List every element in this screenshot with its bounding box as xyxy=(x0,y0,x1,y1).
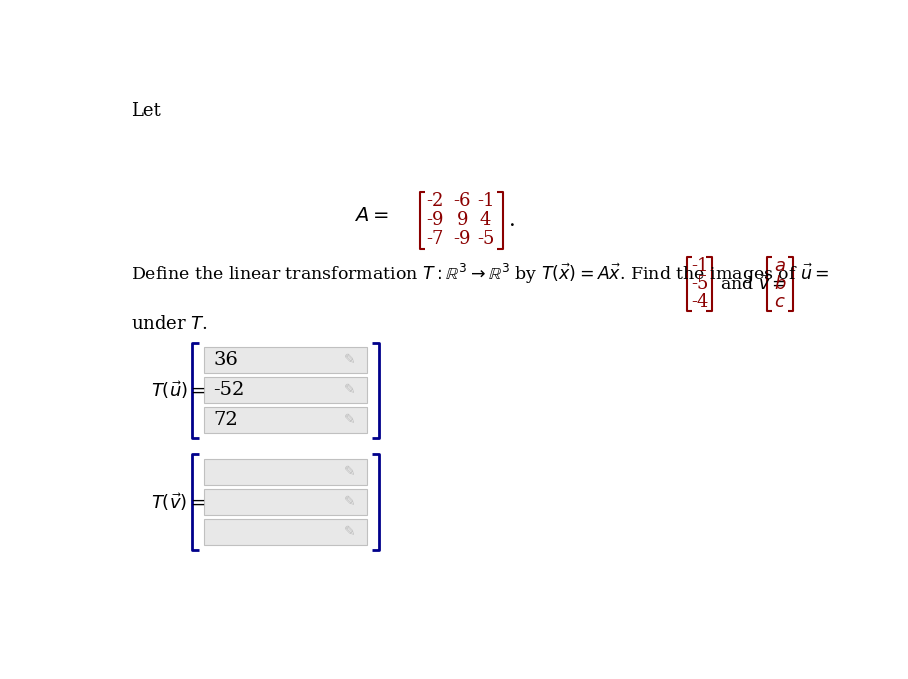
Text: ✎: ✎ xyxy=(344,465,356,479)
Text: Define the linear transformation $T:\mathbb{R}^3 \to \mathbb{R}^3$ by $T(\vec{x}: Define the linear transformation $T:\mat… xyxy=(131,262,829,286)
Text: $b$: $b$ xyxy=(774,275,786,293)
Text: .: . xyxy=(508,210,516,230)
Text: ✎: ✎ xyxy=(344,495,356,509)
FancyBboxPatch shape xyxy=(204,377,367,403)
Text: -9: -9 xyxy=(453,230,471,249)
Text: 9: 9 xyxy=(457,211,468,229)
Text: -1: -1 xyxy=(477,192,494,210)
Text: -1: -1 xyxy=(691,257,709,275)
Text: ✎: ✎ xyxy=(344,353,356,367)
Text: -9: -9 xyxy=(427,211,444,229)
Text: -6: -6 xyxy=(453,192,471,210)
FancyBboxPatch shape xyxy=(204,489,367,515)
Text: -52: -52 xyxy=(213,381,245,399)
Text: $A=$: $A=$ xyxy=(354,207,389,225)
FancyBboxPatch shape xyxy=(204,459,367,485)
Text: ✎: ✎ xyxy=(344,383,356,397)
Text: $T(\vec{u})=$: $T(\vec{u})=$ xyxy=(152,380,206,401)
Text: and $\vec{v}=$: and $\vec{v}=$ xyxy=(719,274,786,294)
Text: $c$: $c$ xyxy=(775,293,785,311)
FancyBboxPatch shape xyxy=(204,407,367,433)
Text: $T(\vec{v})=$: $T(\vec{v})=$ xyxy=(152,491,206,513)
FancyBboxPatch shape xyxy=(204,347,367,373)
Text: ✎: ✎ xyxy=(344,414,356,427)
Text: -5: -5 xyxy=(477,230,494,249)
Text: -5: -5 xyxy=(692,275,709,293)
Text: under $T$.: under $T$. xyxy=(131,315,207,333)
Text: -4: -4 xyxy=(692,293,709,311)
Text: Let: Let xyxy=(131,103,161,120)
Text: 72: 72 xyxy=(213,411,238,429)
FancyBboxPatch shape xyxy=(204,519,367,545)
Text: 36: 36 xyxy=(213,351,239,369)
Text: -2: -2 xyxy=(427,192,444,210)
Text: ✎: ✎ xyxy=(344,525,356,539)
Text: 4: 4 xyxy=(479,211,491,229)
Text: -7: -7 xyxy=(427,230,444,249)
Text: $a$: $a$ xyxy=(775,257,786,275)
